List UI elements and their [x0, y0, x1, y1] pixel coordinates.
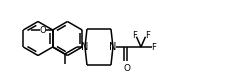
Text: O: O — [124, 64, 130, 73]
Text: N: N — [109, 42, 117, 52]
Text: N: N — [81, 42, 89, 52]
Text: F: F — [145, 31, 150, 40]
Text: F: F — [152, 43, 156, 52]
Text: F: F — [132, 31, 137, 40]
Text: O: O — [40, 25, 46, 34]
